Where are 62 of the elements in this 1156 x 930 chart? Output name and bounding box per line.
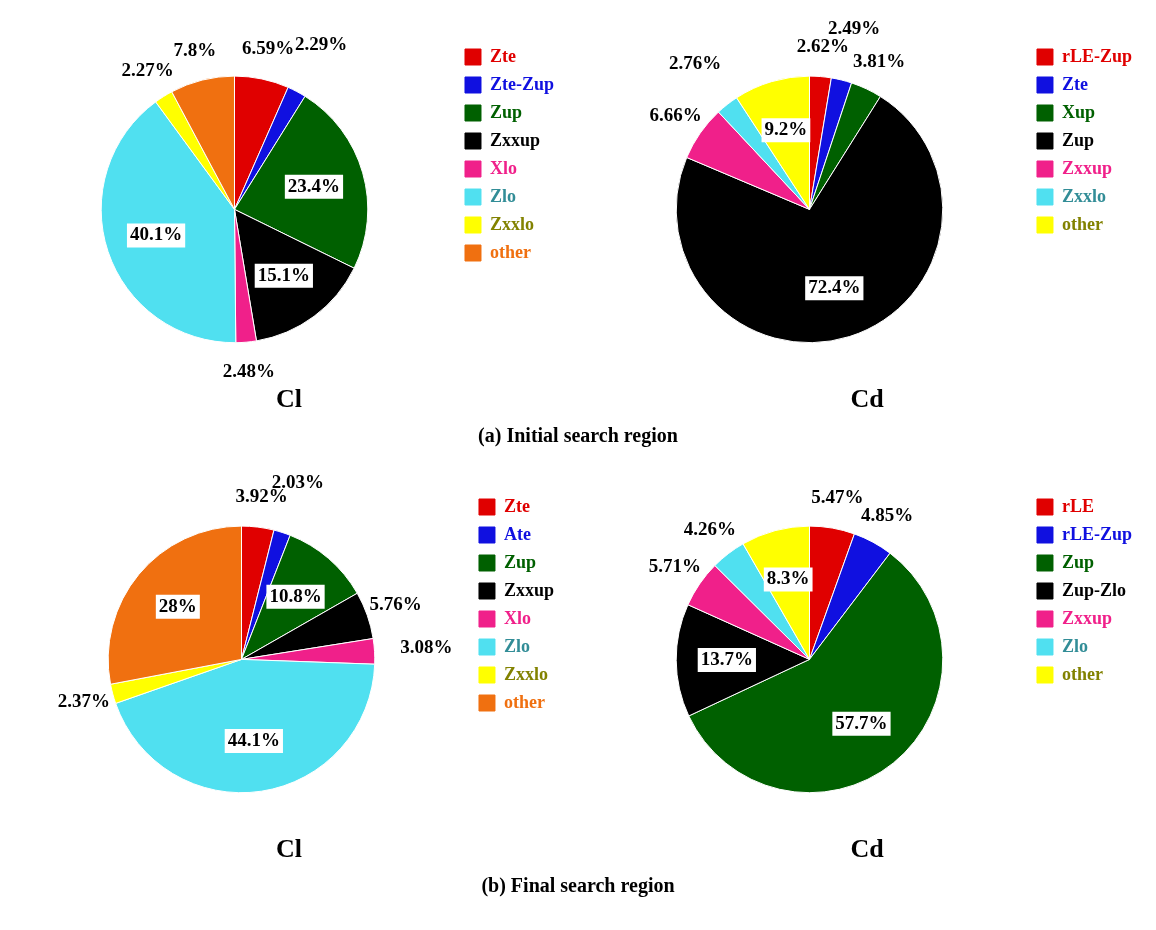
legend-label: Zxxlo bbox=[1061, 185, 1106, 206]
legend-label: rLE bbox=[1061, 495, 1094, 516]
legend-label: Ate bbox=[503, 523, 531, 544]
legend-label: Xlo bbox=[503, 607, 531, 628]
data-label: 5.76% bbox=[369, 593, 422, 615]
legend-label: Zup bbox=[1061, 129, 1095, 150]
data-label: 15.1% bbox=[257, 263, 310, 285]
legend-label: rLE-Zup bbox=[1061, 523, 1133, 544]
legend-label: Zxxup bbox=[503, 579, 554, 600]
legend-label: other bbox=[1061, 663, 1103, 684]
data-label: 6.59% bbox=[241, 37, 295, 59]
legend-label: Zxxup bbox=[1061, 157, 1113, 178]
data-label: 23.4% bbox=[287, 174, 341, 196]
legend-label: Zlo bbox=[503, 635, 530, 656]
data-label: 2.76% bbox=[669, 51, 722, 73]
text: Cl bbox=[276, 384, 302, 414]
data-label: 3.81% bbox=[853, 49, 906, 71]
data-label: 2.37% bbox=[57, 689, 110, 711]
text: Cd bbox=[850, 384, 885, 414]
data-label: 8.3% bbox=[766, 567, 810, 589]
data-label: 5.71% bbox=[648, 554, 702, 576]
legend-label: Zxxlo bbox=[503, 663, 548, 684]
data-label: 57.7% bbox=[835, 711, 888, 733]
data-label: 72.4% bbox=[808, 276, 861, 298]
text: (a) Initial search region bbox=[477, 423, 679, 449]
legend-label: Zlo bbox=[1061, 635, 1088, 656]
text: (b) Final search region bbox=[480, 873, 676, 899]
data-label: 40.1% bbox=[129, 223, 183, 245]
legend-label: other bbox=[503, 691, 545, 712]
data-label: 9.2% bbox=[764, 118, 808, 140]
legend-label: Zte bbox=[489, 45, 516, 66]
data-label: 6.66% bbox=[649, 103, 702, 125]
text: Cd bbox=[850, 834, 885, 864]
legend-label: Zup bbox=[489, 101, 523, 122]
text: Cl bbox=[276, 834, 302, 864]
legend-label: Zup bbox=[503, 551, 536, 572]
data-label: 7.8% bbox=[173, 38, 217, 60]
legend-label: Xup bbox=[1061, 101, 1096, 122]
legend-label: Zte-Zup bbox=[489, 73, 554, 94]
data-label: 4.85% bbox=[861, 503, 914, 525]
legend-label: rLE-Zup bbox=[1061, 45, 1133, 66]
legend-label: Zlo bbox=[489, 185, 516, 206]
data-label: 2.48% bbox=[222, 359, 275, 381]
legend-label: Zxxup bbox=[489, 129, 541, 150]
data-label: 28% bbox=[158, 594, 197, 616]
data-label: 5.47% bbox=[811, 486, 864, 508]
legend-label: other bbox=[1061, 213, 1103, 234]
legend-label: Zup bbox=[1061, 551, 1095, 572]
data-label: 2.29% bbox=[294, 33, 348, 55]
legend-label: Zte bbox=[1061, 73, 1088, 94]
legend-label: Zxxlo bbox=[489, 213, 534, 234]
legend-label: Zup-Zlo bbox=[1061, 579, 1127, 600]
legend-label: other bbox=[489, 241, 531, 262]
data-label: 4.26% bbox=[683, 517, 737, 539]
data-label: 2.27% bbox=[121, 59, 174, 81]
data-label: 3.08% bbox=[400, 636, 453, 658]
data-label: 13.7% bbox=[700, 647, 753, 669]
data-label: 44.1% bbox=[227, 729, 280, 751]
data-label: 10.8% bbox=[269, 584, 322, 606]
legend-label: Xlo bbox=[489, 157, 517, 178]
legend-label: Zxxup bbox=[1061, 607, 1113, 628]
legend-label: Zte bbox=[503, 495, 530, 516]
